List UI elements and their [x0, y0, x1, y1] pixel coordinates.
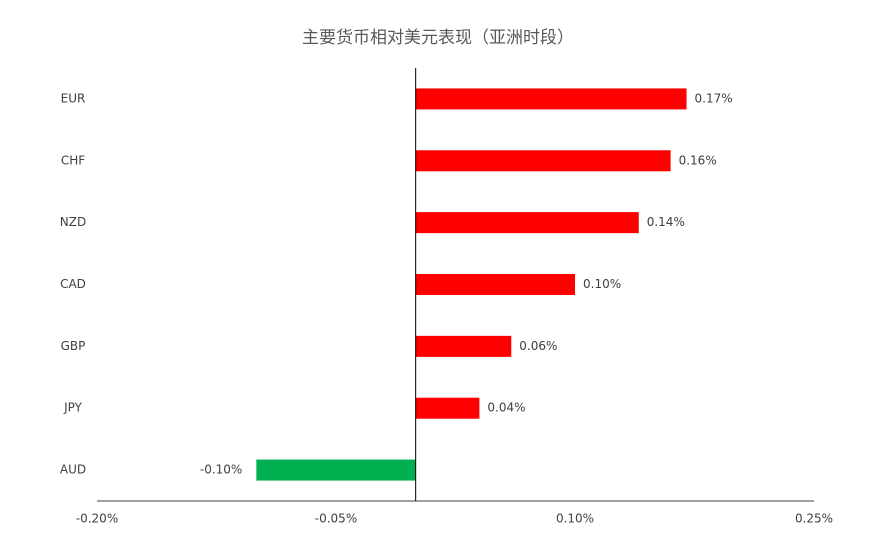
- bar: [415, 335, 512, 357]
- bar: [256, 459, 416, 481]
- bar: [415, 274, 575, 295]
- x-tick-label: 0.10%: [556, 512, 594, 526]
- x-tick-label: -0.20%: [76, 512, 118, 526]
- value-label: 0.04%: [487, 401, 525, 415]
- value-label: 0.14%: [647, 215, 685, 229]
- bar: [415, 397, 480, 419]
- x-tick-label: 0.25%: [795, 512, 833, 526]
- bar: [415, 212, 639, 234]
- value-label: 0.17%: [695, 91, 733, 105]
- y-tick-label: NZD: [60, 215, 86, 229]
- x-tick-label: -0.05%: [315, 512, 357, 526]
- y-tick-label: JPY: [63, 401, 83, 415]
- bar: [415, 150, 671, 172]
- y-tick-label: CHF: [61, 153, 85, 167]
- value-label: 0.06%: [519, 339, 557, 353]
- value-label: 0.16%: [679, 153, 717, 167]
- y-tick-label: CAD: [60, 277, 86, 291]
- value-label: 0.10%: [583, 277, 621, 291]
- y-tick-label: GBP: [61, 339, 86, 353]
- chart-title: 主要货币相对美元表现（亚洲时段）: [302, 28, 574, 48]
- y-tick-label: EUR: [61, 91, 86, 105]
- y-tick-label: AUD: [60, 463, 86, 477]
- bar: [415, 88, 687, 110]
- value-label: -0.10%: [200, 463, 242, 477]
